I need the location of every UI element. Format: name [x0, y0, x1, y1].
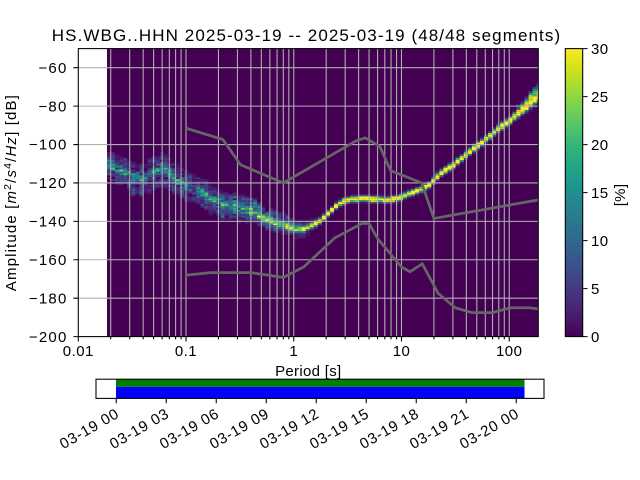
- svg-text:−200: −200: [29, 329, 68, 346]
- svg-text:−120: −120: [29, 175, 68, 192]
- svg-text:10: 10: [591, 233, 609, 250]
- svg-text:[%]: [%]: [612, 184, 629, 207]
- svg-text:Amplitude [m2/s4/Hz] [dB]: Amplitude [m2/s4/Hz] [dB]: [2, 94, 20, 291]
- svg-text:30: 30: [591, 41, 609, 58]
- svg-text:−180: −180: [29, 290, 68, 307]
- svg-text:15: 15: [591, 185, 609, 202]
- svg-text:0.01: 0.01: [63, 343, 94, 360]
- svg-text:20: 20: [591, 137, 609, 154]
- svg-text:25: 25: [591, 89, 609, 106]
- svg-text:Period [s]: Period [s]: [275, 363, 341, 380]
- svg-text:HS.WBG..HHN 2025-03-19 -- 20: HS.WBG..HHN 2025-03-19 -- 2025-03-19 (48…: [52, 26, 561, 45]
- svg-text:−140: −140: [29, 214, 68, 231]
- svg-text:0: 0: [591, 329, 600, 346]
- svg-text:−60: −60: [38, 60, 67, 77]
- svg-text:10: 10: [393, 343, 411, 360]
- svg-text:−100: −100: [29, 137, 68, 154]
- svg-text:0.1: 0.1: [175, 343, 197, 360]
- svg-text:−80: −80: [38, 98, 67, 115]
- svg-text:100: 100: [496, 343, 522, 360]
- svg-text:1: 1: [289, 343, 298, 360]
- svg-text:5: 5: [591, 281, 600, 298]
- svg-text:−160: −160: [29, 252, 68, 269]
